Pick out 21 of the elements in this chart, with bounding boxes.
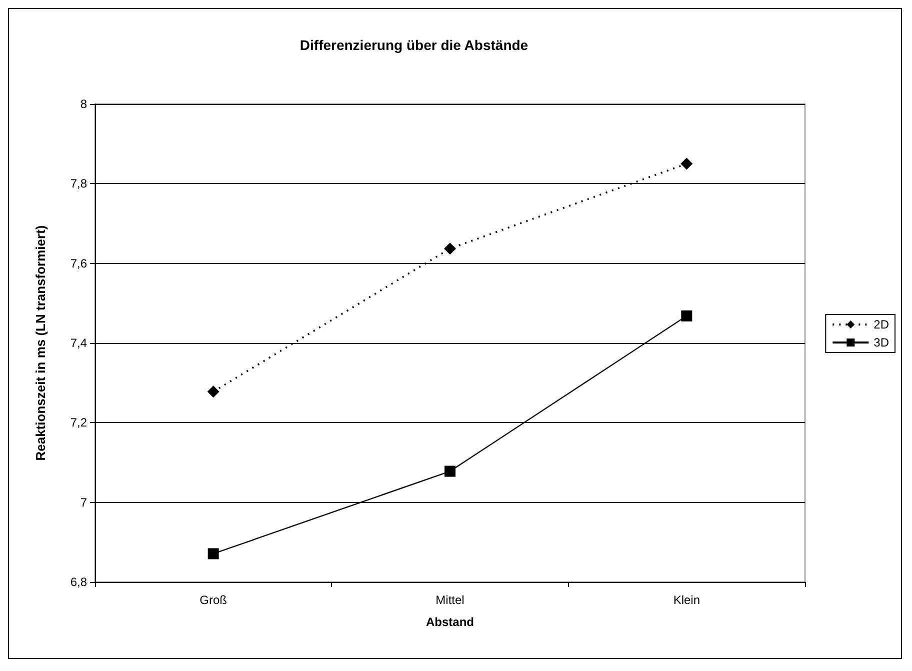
x-axis-title: Abstand <box>426 615 474 629</box>
point <box>444 242 456 255</box>
x-tick-label: Klein <box>673 593 700 607</box>
y-tick-label: 6,8 <box>70 575 88 589</box>
y-tick-label: 7 <box>80 495 88 510</box>
point <box>680 158 693 170</box>
legend-label: 2D <box>874 318 890 332</box>
y-tick-label: 7,2 <box>70 416 88 430</box>
y-tick-label: 7,4 <box>70 336 88 350</box>
point <box>207 386 220 398</box>
x-tick-label: Groß <box>200 593 228 607</box>
point <box>444 466 456 477</box>
chart-title: Differenzierung über die Abstände <box>300 37 528 53</box>
y-tick-label: 8 <box>80 97 88 111</box>
y-axis-title: Reaktionszeit in ms (LN transformiert) <box>33 225 48 461</box>
x-tick-label: Mittel <box>436 593 464 607</box>
y-tick-label: 7,8 <box>70 176 88 191</box>
point <box>681 310 692 322</box>
y-tick-label: 7,6 <box>70 256 88 270</box>
point <box>208 548 219 560</box>
legend-label: 3D <box>874 336 890 350</box>
